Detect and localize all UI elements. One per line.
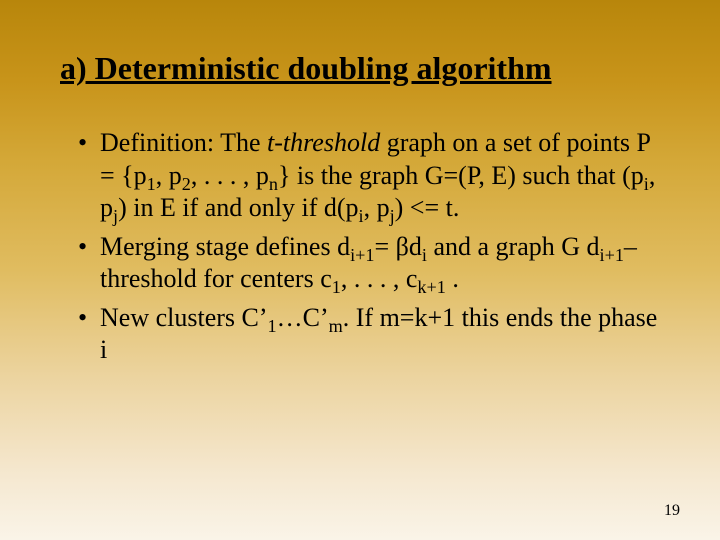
bullet-item: New clusters C’1…C’m. If m=k+1 this ends…: [78, 302, 660, 367]
page-number: 19: [664, 502, 680, 520]
bullet-item: Definition: The t-threshold graph on a s…: [78, 127, 660, 225]
bullet-list: Definition: The t-threshold graph on a s…: [60, 127, 660, 367]
slide-body: a) Deterministic doubling algorithm Defi…: [0, 0, 720, 403]
bullet-item: Merging stage defines di+1= βdi and a gr…: [78, 231, 660, 296]
slide-title: a) Deterministic doubling algorithm: [60, 50, 660, 87]
